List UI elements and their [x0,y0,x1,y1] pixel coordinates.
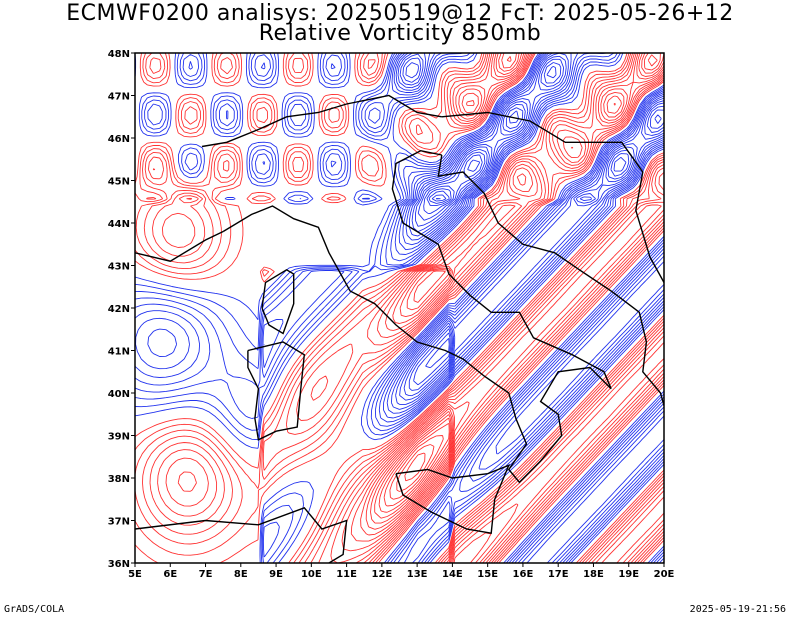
y-tick-label: 36N [108,559,130,570]
x-tick-label: 20E [654,569,675,580]
latitude-axis: 36N 37N 38N 39N 40N 41N 42N 43N 44N 45N 46N 47N 48N [108,49,135,570]
negative-vorticity-contour [399,57,664,401]
negative-vorticity-contour [135,53,664,563]
footer-credit: GrADS/COLA [4,604,65,615]
x-tick-label: 16E [513,569,534,580]
x-tick-label: 13E [407,569,428,580]
y-tick-label: 38N [108,474,130,485]
negative-vorticity-contour [408,66,664,391]
positive-vorticity-contour [135,53,664,563]
y-tick-label: 43N [108,262,130,273]
positive-vorticity-contour [370,54,658,524]
balkan-inland-border [441,111,664,283]
y-tick-label: 41N [108,347,130,358]
sicily-coastline [395,464,511,535]
negative-vorticity-contour [147,53,664,563]
y-tick-label: 40N [108,389,130,400]
y-tick-label: 47N [108,92,130,103]
longitude-axis: 5E 6E 7E 8E 9E 10E 11E 12E 13E 14E 15E 16E 17E 18E 19E… [128,563,675,580]
positive-vorticity-contour [378,417,451,513]
negative-vorticity-contour [135,53,664,563]
positive-vorticity-contour [365,53,661,530]
negative-vorticity-contour [413,110,662,386]
x-tick-label: 6E [163,569,177,580]
positive-vorticity-contour [360,53,664,563]
x-tick-label: 12E [371,569,392,580]
positive-vorticity-contour [142,53,664,563]
x-tick-label: 14E [442,569,463,580]
vorticity-contours [135,53,664,563]
positive-vorticity-contour [147,53,664,563]
sardinia-coastline [247,341,306,441]
map-subtitle: Relative Vorticity 850mb [258,21,542,46]
x-tick-label: 15E [477,569,498,580]
y-tick-label: 45N [108,177,130,188]
x-tick-label: 9E [269,569,283,580]
y-tick-label: 46N [108,134,130,145]
negative-vorticity-contour [426,159,481,207]
positive-vorticity-contour [404,452,426,482]
positive-vorticity-contour [396,444,435,492]
footer-timestamp: 2025-05-19-21:56 [689,604,786,615]
corsica-coastline [261,268,295,335]
x-tick-label: 8E [234,569,248,580]
negative-vorticity-contour [403,62,664,397]
italy-coastline [222,149,612,484]
positive-vorticity-contour [383,423,450,507]
x-tick-label: 19E [618,569,639,580]
y-tick-label: 37N [108,517,130,528]
positive-vorticity-contour [152,53,664,563]
africa-coastline [135,506,348,563]
negative-vorticity-contour [431,194,447,202]
positive-vorticity-contour [177,53,664,563]
positive-vorticity-contour [135,53,664,563]
y-tick-label: 48N [108,49,130,60]
balkan-coastline [437,154,664,406]
x-tick-label: 5E [128,569,142,580]
france-coastline [135,230,224,262]
x-tick-label: 11E [336,569,357,580]
negative-vorticity-contour [135,53,664,563]
positive-vorticity-contour [350,53,664,563]
x-tick-label: 17E [548,569,569,580]
x-tick-label: 7E [199,569,213,580]
x-tick-label: 18E [583,569,604,580]
x-tick-label: 10E [301,569,322,580]
positive-vorticity-contour [165,53,664,563]
y-tick-label: 42N [108,304,130,315]
positive-vorticity-contour [374,414,452,519]
coastlines [135,94,664,563]
negative-vorticity-contour [428,190,450,204]
map-title: ECMWF0200 analisys: 20250519@12 FcT: 202… [66,1,734,26]
y-tick-label: 39N [108,432,130,443]
negative-vorticity-contour [135,53,664,563]
alps-border [201,94,442,148]
y-tick-label: 44N [108,219,130,230]
positive-vorticity-contour [135,53,664,563]
